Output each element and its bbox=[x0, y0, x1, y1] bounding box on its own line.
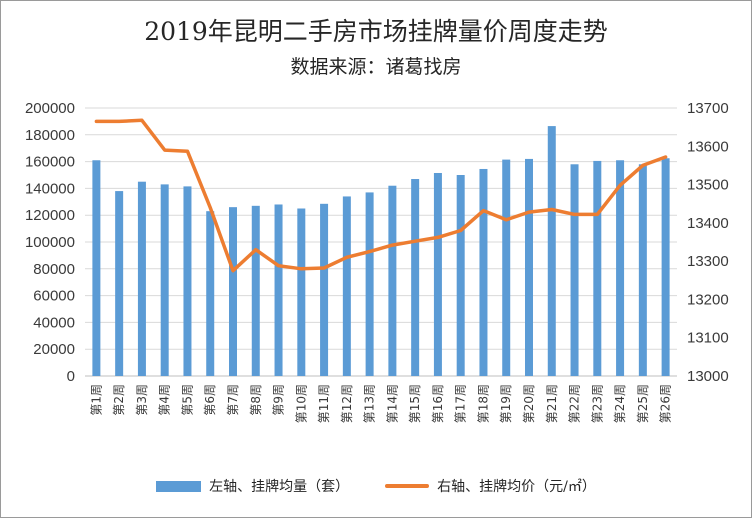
legend-swatch-line bbox=[385, 484, 430, 488]
bar bbox=[570, 164, 579, 376]
bar bbox=[525, 158, 533, 376]
chart-title: 2019年昆明二手房市场挂牌量价周度走势 bbox=[144, 17, 608, 46]
x-tick-label: 第19周 bbox=[499, 384, 513, 423]
legend-item-line: 右轴、挂牌均价（元/㎡） bbox=[385, 476, 596, 496]
x-tick-label: 第17周 bbox=[454, 384, 468, 423]
chart-subtitle: 数据来源：诸葛找房 bbox=[290, 56, 462, 78]
x-tick-label: 第9周 bbox=[272, 384, 286, 416]
legend-label-line: 右轴、挂牌均价（元/㎡） bbox=[437, 479, 596, 495]
bar bbox=[661, 158, 670, 376]
x-tick-label: 第1周 bbox=[89, 384, 103, 416]
y-right-tick-label: 13200 bbox=[687, 291, 729, 308]
bar bbox=[388, 185, 397, 376]
bar bbox=[547, 126, 556, 376]
x-tick-label: 第25周 bbox=[636, 384, 650, 423]
y-right-tick-label: 13400 bbox=[687, 215, 729, 232]
x-tick-label: 第16周 bbox=[431, 384, 445, 423]
y-left-tick-label: 120000 bbox=[25, 207, 75, 224]
bar bbox=[456, 175, 465, 376]
x-tick-label: 第20周 bbox=[522, 384, 536, 423]
bar bbox=[229, 207, 237, 376]
y-right-tick-label: 13000 bbox=[687, 368, 729, 385]
bar bbox=[251, 205, 260, 376]
bar bbox=[593, 160, 602, 376]
x-tick-label: 第4周 bbox=[158, 384, 172, 416]
bar bbox=[92, 160, 101, 376]
x-tick-label: 第7周 bbox=[226, 384, 240, 416]
price-line bbox=[94, 118, 668, 273]
y-left-tick-label: 180000 bbox=[25, 127, 75, 144]
bar bbox=[502, 159, 511, 376]
x-tick-label: 第26周 bbox=[659, 384, 673, 423]
y-left-tick-label: 0 bbox=[67, 368, 75, 385]
bar bbox=[320, 203, 329, 376]
y-left-tick-label: 160000 bbox=[25, 154, 75, 171]
y-left-tick-label: 200000 bbox=[25, 100, 75, 117]
bar bbox=[365, 192, 374, 376]
legend: 左轴、挂牌均量（套） 右轴、挂牌均价（元/㎡） bbox=[0, 476, 752, 496]
bar bbox=[160, 184, 169, 376]
x-tick-label: 第14周 bbox=[385, 384, 399, 423]
legend-label-bars: 左轴、挂牌均量（套） bbox=[209, 479, 350, 495]
x-tick-label: 第6周 bbox=[203, 384, 217, 416]
bar-series bbox=[92, 126, 670, 376]
bar bbox=[616, 160, 625, 376]
x-tick-label: 第3周 bbox=[135, 384, 149, 416]
x-tick-label: 第13周 bbox=[363, 384, 377, 423]
bar bbox=[137, 181, 146, 376]
x-tick-label: 第12周 bbox=[340, 384, 354, 423]
bar bbox=[433, 172, 442, 376]
bar bbox=[638, 164, 647, 376]
bar bbox=[115, 191, 124, 376]
x-axis: 第1周 第2周 第3周 第4周 第5周 第6周 第7周 第8周 第9周 第10周 第11周 第12周第… bbox=[89, 384, 672, 423]
y-right-tick-label: 13100 bbox=[687, 330, 729, 347]
bar bbox=[411, 179, 420, 376]
line-series bbox=[94, 118, 668, 273]
x-tick-label: 第21周 bbox=[545, 384, 559, 423]
y-right-tick-label: 13700 bbox=[687, 100, 729, 117]
x-tick-label: 第18周 bbox=[476, 384, 490, 423]
x-tick-label: 第10周 bbox=[294, 384, 308, 423]
bar bbox=[342, 196, 351, 376]
x-tick-label: 第8周 bbox=[249, 384, 263, 416]
y-left-tick-label: 60000 bbox=[33, 288, 75, 305]
x-tick-label: 第22周 bbox=[568, 384, 582, 423]
bar bbox=[206, 211, 215, 376]
bar bbox=[183, 186, 192, 376]
bar bbox=[297, 208, 306, 376]
bar bbox=[274, 204, 283, 376]
y-left-tick-label: 140000 bbox=[25, 180, 75, 197]
y-right-tick-label: 13600 bbox=[687, 138, 729, 155]
x-tick-label: 第15周 bbox=[408, 384, 422, 423]
y-left-tick-label: 40000 bbox=[33, 314, 75, 331]
x-tick-label: 第24周 bbox=[613, 384, 627, 423]
y-left-tick-label: 80000 bbox=[33, 261, 75, 278]
legend-swatch-bar bbox=[156, 480, 202, 492]
legend-item-bars: 左轴、挂牌均量（套） bbox=[156, 476, 349, 496]
y-right-tick-label: 13500 bbox=[687, 177, 729, 194]
bar bbox=[479, 168, 488, 376]
y-left-tick-label: 20000 bbox=[33, 341, 75, 358]
y-axis-left: 0 20000 40000 60000 80000 100000 120000 140000 1… bbox=[25, 100, 75, 385]
y-right-tick-label: 13300 bbox=[687, 253, 729, 270]
y-left-tick-label: 100000 bbox=[25, 234, 75, 251]
x-tick-label: 第11周 bbox=[317, 384, 331, 423]
x-tick-label: 第5周 bbox=[180, 384, 194, 416]
y-axis-right: 13000 13100 13200 13300 13400 13500 13600 13700 bbox=[687, 100, 729, 385]
gridlines bbox=[85, 107, 677, 377]
x-tick-label: 第23周 bbox=[590, 384, 604, 423]
x-tick-label: 第2周 bbox=[112, 384, 126, 416]
